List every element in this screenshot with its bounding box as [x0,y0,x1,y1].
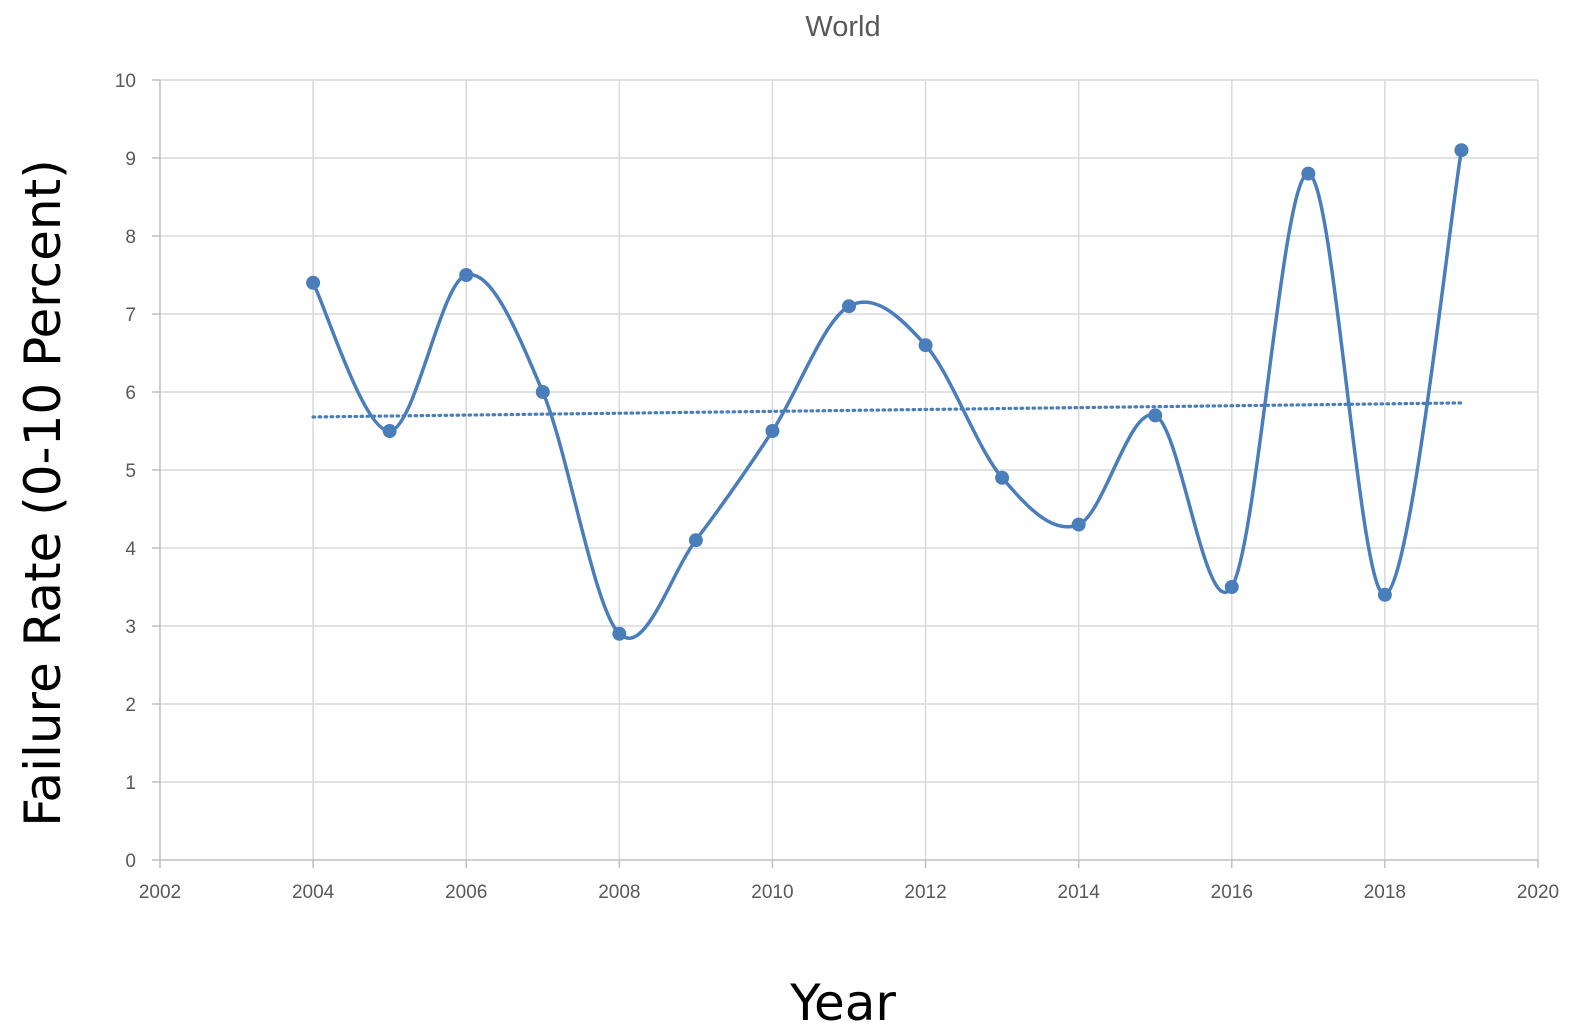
chart-title: World [805,11,880,43]
y-tick-label: 8 [125,227,136,248]
series-layer [306,143,1469,641]
tick-labels: 0 1 2 3 4 5 6 7 8 9 10 2002 2004 2006 2008 2010 2012 2014… [115,71,1559,903]
x-tick-label: 2002 [139,882,181,903]
x-tick-label: 2016 [1211,882,1253,903]
x-tick-label: 2020 [1517,882,1559,903]
data-point [918,338,933,353]
y-tick-label: 6 [125,383,136,404]
y-tick-label: 1 [125,773,136,794]
data-point [688,533,703,548]
y-tick-label: 3 [125,617,136,638]
data-point [1301,166,1316,181]
data-point [1454,143,1469,158]
data-point [306,275,321,290]
series-line [311,149,1464,640]
x-axis-label: Year [789,974,896,1032]
x-tick-label: 2006 [445,882,487,903]
gridlines [160,79,1539,860]
trendline-layer [311,401,1464,419]
x-tick-label: 2018 [1364,882,1406,903]
y-tick-label: 4 [125,539,136,560]
data-point [459,268,474,282]
data-point [612,626,627,641]
y-axis-label: Failure Rate (0-10 Percent) [14,159,72,826]
x-tick-label: 2004 [292,882,335,903]
data-point [1377,587,1392,602]
axes [152,79,1539,868]
data-point [995,470,1010,485]
data-point [765,424,780,438]
x-tick-label: 2010 [751,882,793,903]
data-point [1224,580,1239,594]
data-point [1148,408,1163,423]
y-tick-label: 2 [125,695,136,716]
x-tick-label: 2008 [598,882,640,903]
data-point [842,299,856,314]
x-tick-label: 2014 [1058,882,1101,903]
y-tick-label: 9 [125,149,136,170]
data-point [382,424,397,438]
y-tick-label: 5 [125,461,136,482]
data-point [535,385,550,399]
y-tick-label: 10 [115,71,136,92]
y-tick-label: 7 [125,305,136,326]
y-tick-label: 0 [125,851,136,872]
trendline [311,401,1464,419]
x-tick-label: 2012 [904,882,946,903]
data-point [1071,517,1086,532]
